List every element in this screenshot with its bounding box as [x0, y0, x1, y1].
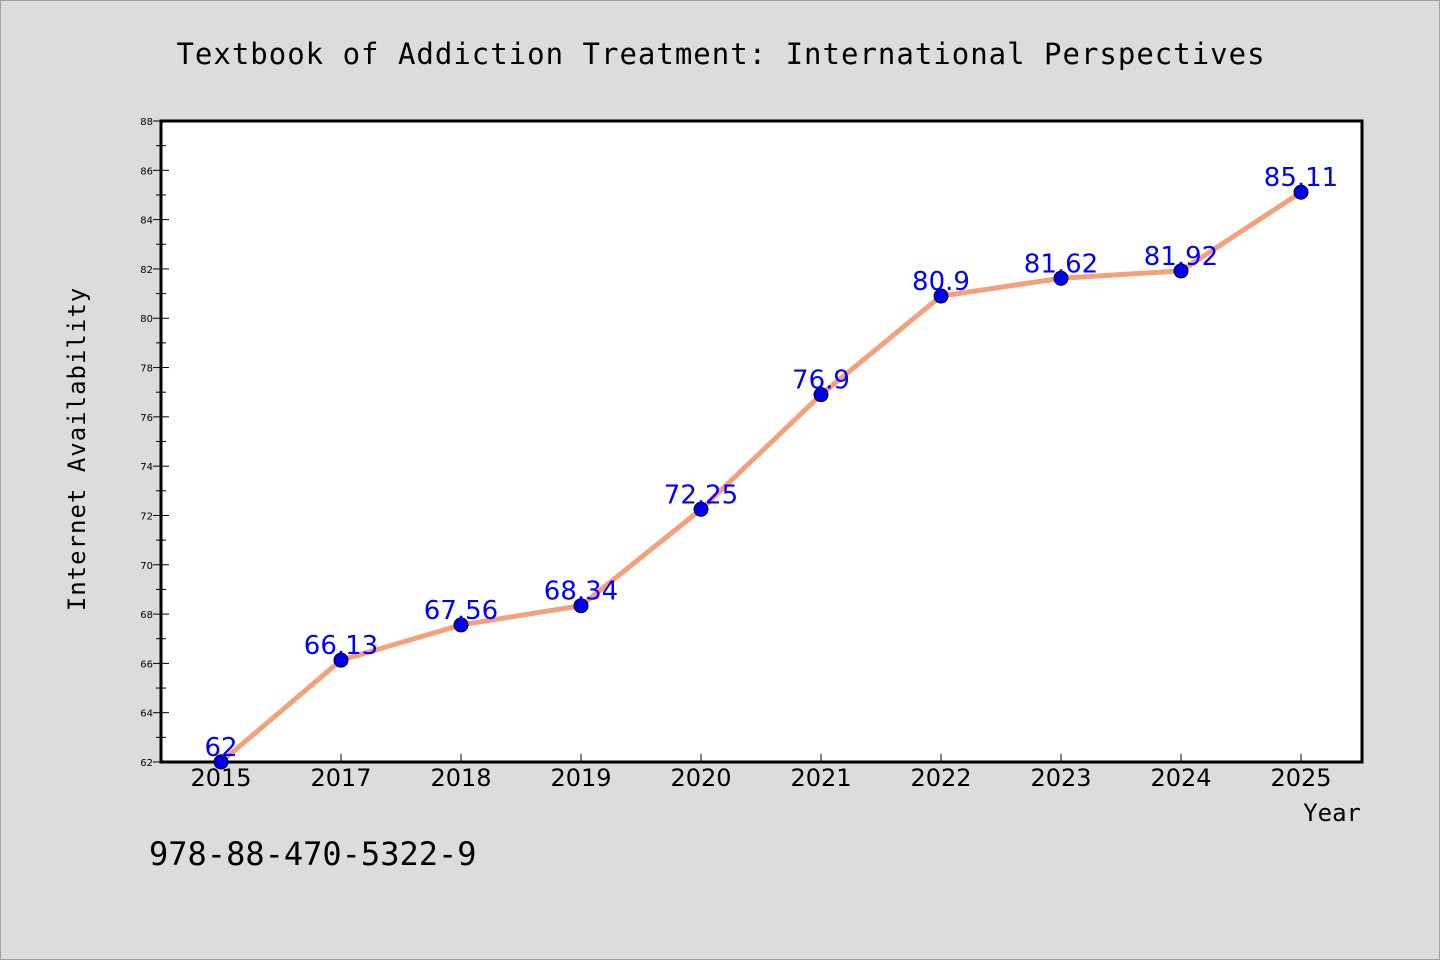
data-point	[1293, 184, 1309, 200]
y-axis: 62 64 66 68 70 72 74 76 78 80 82 84 86 88	[140, 117, 169, 769]
data-label: 81.62	[1024, 249, 1098, 279]
data-point	[813, 387, 829, 403]
y-tick-label: 76	[140, 413, 153, 424]
data-point	[693, 501, 709, 517]
y-tick-label: 64	[140, 709, 153, 720]
data-label: 80.9	[912, 267, 970, 297]
y-tick-label: 78	[140, 364, 153, 375]
x-tick-label: 2023	[1030, 764, 1091, 792]
x-axis-label: Year	[1303, 799, 1361, 827]
data-point	[573, 598, 589, 614]
data-label: 62	[204, 733, 237, 763]
y-tick-label: 82	[140, 265, 153, 276]
data-point	[213, 754, 229, 770]
y-tick-label: 74	[140, 462, 153, 473]
data-point	[1053, 270, 1069, 286]
data-label: 66.13	[304, 631, 378, 661]
y-tick-label: 72	[140, 511, 153, 522]
data-label: 85.11	[1264, 163, 1338, 193]
data-label: 67.56	[424, 596, 498, 626]
y-tick-label: 70	[140, 561, 153, 572]
data-point	[933, 288, 949, 304]
x-tick-label: 2025	[1270, 764, 1331, 792]
y-axis-label: Internet Availability	[63, 287, 91, 611]
y-tick-label: 80	[140, 314, 153, 325]
x-tick-label: 2024	[1150, 764, 1211, 792]
x-tick-label: 2020	[670, 764, 731, 792]
x-tick-label: 2019	[550, 764, 611, 792]
x-axis: 2015 2017 2018 2019 2020 2021 2022 2023 2024 2025	[190, 754, 1332, 792]
data-point	[1173, 263, 1189, 279]
data-point	[453, 617, 469, 633]
data-label: 81.92	[1144, 242, 1218, 272]
y-tick-label: 88	[140, 117, 153, 128]
isbn-text: 978-88-470-5322-9	[149, 835, 477, 873]
data-point	[333, 652, 349, 668]
data-label: 72.25	[664, 480, 738, 510]
y-tick-label: 68	[140, 610, 153, 621]
y-tick-label: 84	[140, 216, 153, 227]
y-tick-label: 66	[140, 659, 153, 670]
y-tick-label: 62	[140, 758, 153, 769]
series-group: 62 66.13 67.56 68.34 72.25 76.9 80.9 81.62 81.92…	[204, 163, 1338, 770]
x-tick-label: 2022	[910, 764, 971, 792]
chart-title: Textbook of Addiction Treatment: Interna…	[176, 37, 1265, 71]
x-tick-label: 2021	[790, 764, 851, 792]
x-tick-label: 2017	[310, 764, 371, 792]
data-label: 76.9	[792, 366, 850, 396]
series-line	[218, 189, 1304, 765]
x-tick-label: 2018	[430, 764, 491, 792]
y-tick-label: 86	[140, 166, 153, 177]
data-label: 68.34	[544, 577, 618, 607]
